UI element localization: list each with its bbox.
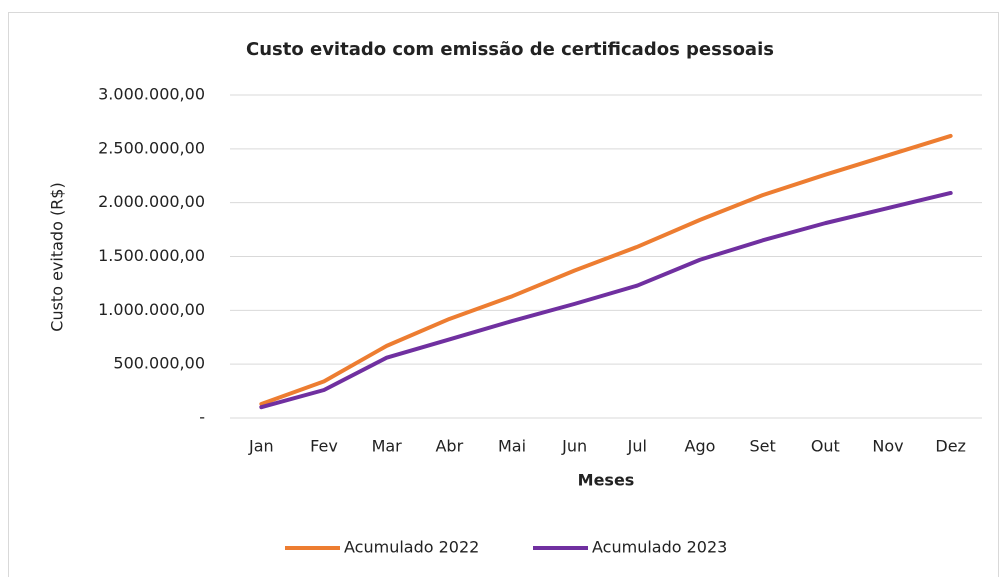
- y-tick-label: 2.000.000,00: [98, 192, 205, 211]
- legend-label: Acumulado 2022: [344, 538, 479, 557]
- series-line: [259, 190, 953, 410]
- y-tick-label: -: [199, 408, 205, 427]
- x-tick-label: Jun: [561, 437, 587, 456]
- x-tick-label: Set: [750, 437, 776, 456]
- y-tick-label: 500.000,00: [113, 354, 205, 373]
- x-tick-label: Nov: [872, 437, 903, 456]
- x-tick-label: Dez: [935, 437, 966, 456]
- series-line: [259, 133, 953, 407]
- chart-frame: [8, 12, 999, 577]
- x-tick-label: Jan: [248, 437, 274, 456]
- x-tick-label: Mar: [372, 437, 403, 456]
- x-tick-label: Fev: [310, 437, 338, 456]
- x-tick-label: Ago: [685, 437, 716, 456]
- y-tick-label: 3.000.000,00: [98, 85, 205, 104]
- y-tick-label: 2.500.000,00: [98, 138, 205, 157]
- x-tick-label: Abr: [435, 437, 463, 456]
- x-tick-label: Out: [811, 437, 840, 456]
- x-axis-title: Meses: [578, 471, 635, 490]
- x-tick-label: Mai: [498, 437, 526, 456]
- legend-label: Acumulado 2023: [592, 538, 727, 557]
- chart-title: Custo evitado com emissão de certificado…: [246, 39, 774, 60]
- y-axis-title: Custo evitado (R$): [48, 182, 67, 331]
- x-tick-label: Jul: [627, 437, 647, 456]
- y-tick-label: 1.000.000,00: [98, 300, 205, 319]
- y-tick-label: 1.500.000,00: [98, 246, 205, 265]
